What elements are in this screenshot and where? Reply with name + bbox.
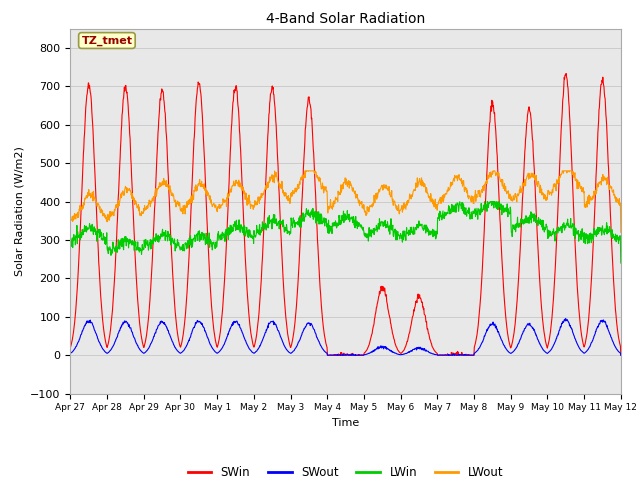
LWin [67,236,74,241]
SWin [250,343,258,349]
LWin [431,233,439,239]
X-axis label: Time: Time [332,418,359,428]
LWin [175,244,183,250]
Text: TZ_tmet: TZ_tmet [81,36,132,46]
LWin [552,230,559,236]
Line: LWin: LWin [70,202,621,263]
SWout [431,352,439,358]
SWout [504,348,511,353]
LWout [552,184,559,190]
SWin [189,167,196,172]
SWin [175,341,183,347]
LWin [617,260,625,266]
Line: LWout: LWout [70,171,621,232]
SWin [617,352,625,358]
SWout [617,352,625,358]
LWout [301,168,308,174]
Legend: SWin, SWout, LWin, LWout: SWin, SWout, LWin, LWout [183,461,508,480]
LWin [189,239,196,245]
Title: 4-Band Solar Radiation: 4-Band Solar Radiation [266,12,425,26]
LWout [67,215,74,220]
LWin [504,201,511,207]
SWin [324,352,332,358]
LWin [250,232,258,238]
LWout [175,199,183,205]
SWout [552,337,559,343]
LWout [431,196,439,202]
SWin [504,328,511,334]
SWin [552,253,559,259]
LWout [504,190,511,195]
Y-axis label: Solar Radiation (W/m2): Solar Radiation (W/m2) [15,146,25,276]
SWin [563,71,570,76]
SWout [189,326,196,332]
SWin [431,349,439,355]
LWout [617,229,625,235]
Line: SWin: SWin [70,73,621,355]
LWin [483,199,491,204]
Line: SWout: SWout [70,319,621,355]
SWout [562,316,570,322]
SWout [67,350,74,356]
LWout [250,204,258,210]
SWin [67,345,74,350]
SWout [324,352,332,358]
SWout [250,350,258,356]
LWout [189,195,196,201]
SWout [175,350,183,356]
